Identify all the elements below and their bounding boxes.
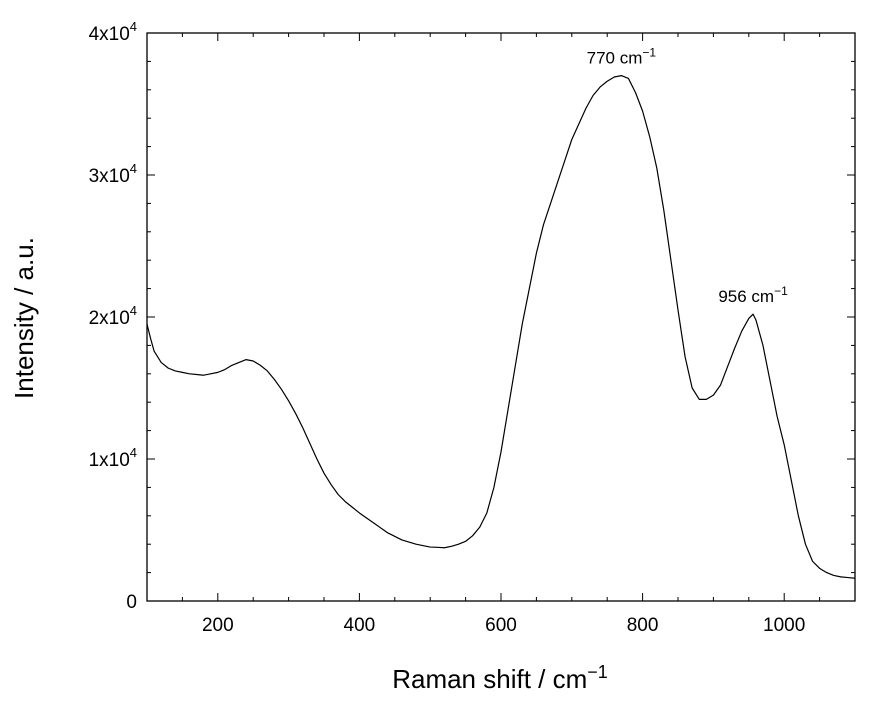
x-axis-ticks: 200 400 600 800 1000 [146, 33, 856, 636]
y-axis-label: Intensity / a.u. [9, 237, 39, 399]
annotation-layer: 770 cm−1 956 cm−1 [587, 46, 788, 307]
y-axis-ticks: 0 1x104 2x104 3x104 4x104 [89, 19, 855, 613]
x-tick-label: 1000 [763, 615, 805, 636]
series-layer [146, 75, 856, 579]
y-tick-label: 4x104 [89, 19, 137, 45]
peak-annotation: 770 cm−1 [587, 46, 657, 68]
y-tick-label: 1x104 [89, 445, 137, 471]
x-tick-label: 600 [485, 615, 517, 636]
x-axis-label: Raman shift / cm−1 [392, 662, 608, 694]
peak-annotation: 956 cm−1 [718, 284, 788, 306]
y-tick-label: 2x104 [89, 303, 137, 329]
spectrum-line [146, 75, 856, 579]
plot-frame [146, 32, 856, 602]
x-tick-label: 200 [202, 615, 234, 636]
y-tick-label: 3x104 [89, 161, 137, 187]
x-tick-label: 400 [344, 615, 376, 636]
x-tick-label: 800 [627, 615, 659, 636]
y-tick-label: 0 [126, 592, 137, 613]
plot-area-border [146, 32, 856, 602]
